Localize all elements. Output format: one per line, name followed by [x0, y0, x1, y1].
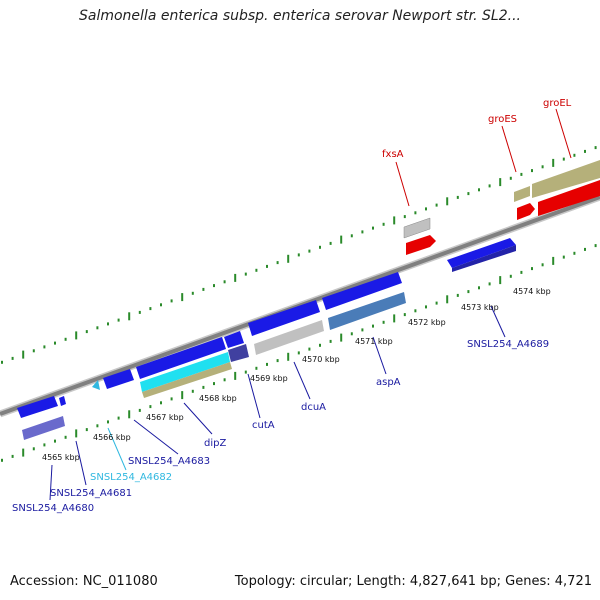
gene-groEL[interactable] [538, 180, 600, 216]
label-cutA[interactable]: cutA [252, 420, 275, 431]
tick-label-4565: 4565 kbp [42, 453, 80, 462]
gene-dipZ-rna[interactable] [142, 362, 232, 398]
gene-A4689[interactable] [447, 238, 516, 268]
label-A4689[interactable]: SNSL254_A4689 [467, 339, 549, 350]
gene-groES[interactable] [517, 203, 535, 220]
gene-A4681[interactable] [17, 396, 58, 418]
gene-aspA[interactable] [328, 292, 406, 330]
label-groES[interactable]: groES [488, 114, 517, 125]
callout-fxsA [395, 161, 410, 207]
callout-aspA [372, 336, 387, 375]
gene-fxsA[interactable] [406, 235, 436, 255]
gene-A4683[interactable] [103, 369, 134, 389]
tick-label-4569: 4569 kbp [250, 374, 288, 383]
accession-text: Accession: NC_011080 [10, 574, 158, 589]
tick-track-lower [1, 244, 597, 462]
gene-groES-rna[interactable] [514, 186, 530, 202]
label-groEL[interactable]: groEL [543, 98, 572, 109]
label-aspA[interactable]: aspA [376, 377, 401, 388]
callout-groES [501, 125, 517, 173]
callout-groEL [555, 108, 572, 159]
gene-groEL-rna[interactable] [532, 160, 600, 198]
label-A4682[interactable]: SNSL254_A4682 [90, 472, 172, 483]
map-title: Salmonella enterica subsp. enterica sero… [79, 8, 521, 24]
label-A4680[interactable]: SNSL254_A4680 [12, 503, 94, 514]
tick-label-4567: 4567 kbp [146, 413, 184, 422]
topology-summary: Topology: circular; Length: 4,827,641 bp… [234, 574, 592, 589]
tick-label-4566: 4566 kbp [93, 433, 131, 442]
callout-dipZ [183, 402, 213, 435]
gene-A4689-shadow[interactable] [452, 245, 516, 272]
label-fxsA[interactable]: fxsA [382, 149, 404, 160]
gene-dipZ[interactable] [140, 352, 230, 392]
tick-label-4568: 4568 kbp [199, 394, 237, 403]
label-dcuA[interactable]: dcuA [301, 402, 326, 413]
tick-label-4574: 4574 kbp [513, 287, 551, 296]
gene-A4680[interactable] [22, 416, 65, 440]
gene-dcuA[interactable] [254, 320, 324, 355]
callout-dcuA [293, 361, 311, 400]
callout-A4681 [75, 440, 87, 486]
gene-A4681-mark[interactable] [59, 396, 66, 406]
gene-A4682[interactable] [92, 380, 100, 390]
gene-fxsA-pseudo[interactable] [403, 217, 431, 239]
label-A4683[interactable]: SNSL254_A4683 [128, 456, 210, 467]
tick-track-upper [1, 146, 597, 364]
tick-label-4572: 4572 kbp [408, 318, 446, 327]
gene-aspA-cds[interactable] [322, 272, 402, 310]
gene-dcuA-cds[interactable] [248, 300, 320, 336]
label-A4681[interactable]: SNSL254_A4681 [50, 488, 132, 499]
gene-dipZ-cds[interactable] [136, 337, 226, 379]
tick-label-4570: 4570 kbp [302, 355, 340, 364]
callout-cutA [247, 373, 261, 419]
gene-cutA[interactable] [228, 344, 249, 362]
callout-A4683 [133, 419, 179, 455]
callout-A4682 [107, 427, 127, 471]
callout-A4689 [490, 305, 506, 338]
tick-label-4573: 4573 kbp [461, 303, 499, 312]
tick-label-4571: 4571 kbp [355, 337, 393, 346]
label-dipZ[interactable]: dipZ [204, 438, 226, 449]
gene-cutA-small[interactable] [224, 331, 244, 348]
callout-A4680 [49, 464, 53, 501]
